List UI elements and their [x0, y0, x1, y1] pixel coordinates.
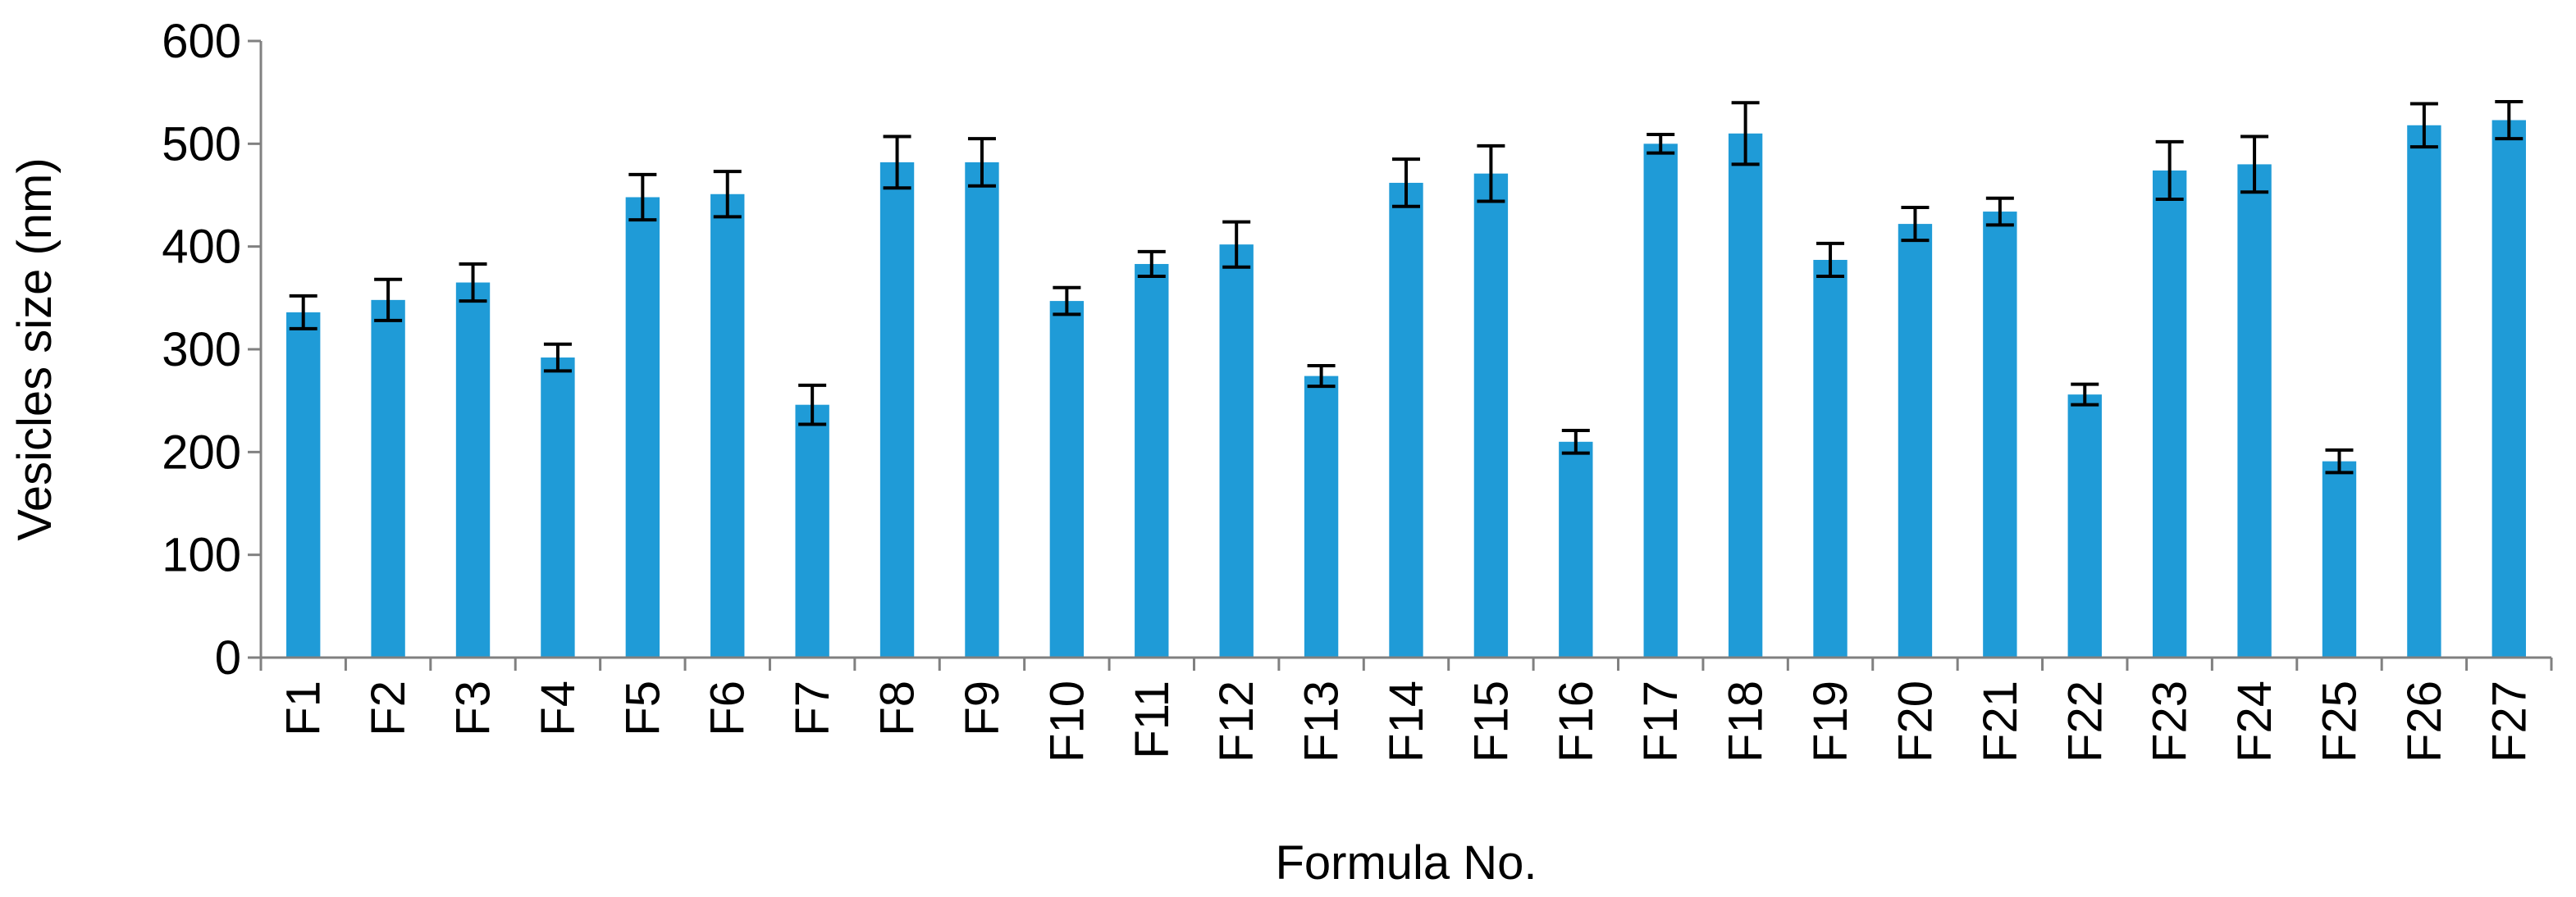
x-tick-label: F16 [1550, 681, 1603, 763]
bar [1219, 244, 1254, 658]
x-tick-label: F17 [1634, 681, 1688, 763]
bar [710, 194, 745, 658]
x-tick-label: F4 [532, 681, 585, 736]
y-tick-label: 100 [162, 529, 241, 582]
bar [2492, 120, 2526, 658]
bar [965, 162, 999, 658]
bar [1559, 441, 1593, 658]
x-axis-ticks [259, 658, 2553, 671]
x-tick-label: F2 [362, 681, 415, 736]
x-tick-label: F27 [2482, 681, 2536, 763]
bar [371, 299, 405, 658]
x-tick-label: F14 [1380, 681, 1433, 763]
y-axis-ticks: 0 100 200 300 400 500 600 [162, 15, 261, 685]
bar [2152, 170, 2187, 658]
y-axis-title: Vesicles size (nm) [8, 157, 62, 540]
y-tick-label: 200 [162, 426, 241, 479]
x-tick-label: F24 [2228, 681, 2281, 763]
bar [1728, 133, 1763, 658]
error-bars [289, 99, 2523, 475]
bar [1983, 212, 2017, 658]
bar [795, 404, 829, 658]
y-tick-label: 600 [162, 15, 241, 68]
bar [1898, 224, 1933, 658]
bar [541, 357, 575, 658]
x-tick-label: F21 [1974, 681, 2027, 763]
bars [286, 120, 2526, 658]
x-tick-label: F9 [956, 681, 1009, 736]
x-tick-label: F12 [1210, 681, 1263, 763]
bar [1304, 376, 1339, 658]
x-tick-label: F18 [1720, 681, 1773, 763]
bar [1389, 182, 1423, 658]
x-tick-label: F3 [447, 681, 500, 736]
x-tick-label: F5 [616, 681, 669, 736]
x-axis-tick-labels: F1 F2 F3 F4 F5 F6 F7 F8 F9 F10 F11 F12 F13 F14 F15 F16 F… [277, 681, 2537, 763]
bar [1473, 173, 1509, 658]
x-tick-label: F7 [786, 681, 839, 736]
y-tick-label: 300 [162, 323, 241, 376]
x-tick-label: F23 [2144, 681, 2197, 763]
bar [1135, 263, 1169, 658]
x-tick-label: F22 [2058, 681, 2112, 763]
y-tick-label: 400 [162, 221, 241, 274]
bar [2407, 125, 2441, 658]
x-axis-title: Formula No. [1275, 836, 1537, 890]
bar [455, 282, 491, 658]
bar [2067, 394, 2102, 658]
x-tick-label: F20 [1889, 681, 1942, 763]
y-tick-label: 0 [215, 631, 241, 685]
bar [2322, 461, 2357, 658]
x-tick-label: F11 [1126, 681, 1179, 759]
bar [2237, 164, 2272, 658]
x-tick-label: F6 [701, 681, 755, 736]
x-tick-label: F10 [1040, 681, 1094, 763]
bar [1049, 301, 1085, 658]
x-tick-label: F15 [1464, 681, 1518, 763]
x-tick-label: F25 [2313, 681, 2366, 763]
x-tick-label: F19 [1804, 681, 1857, 763]
bar [1643, 143, 1678, 658]
x-tick-label: F26 [2398, 681, 2451, 763]
x-tick-label: F13 [1295, 681, 1349, 763]
bar [1813, 259, 1848, 658]
x-tick-label: F8 [871, 681, 925, 736]
bar [625, 197, 660, 658]
bar [879, 162, 915, 658]
bar [286, 312, 321, 658]
x-tick-label: F1 [277, 681, 331, 736]
y-tick-label: 500 [162, 117, 241, 171]
